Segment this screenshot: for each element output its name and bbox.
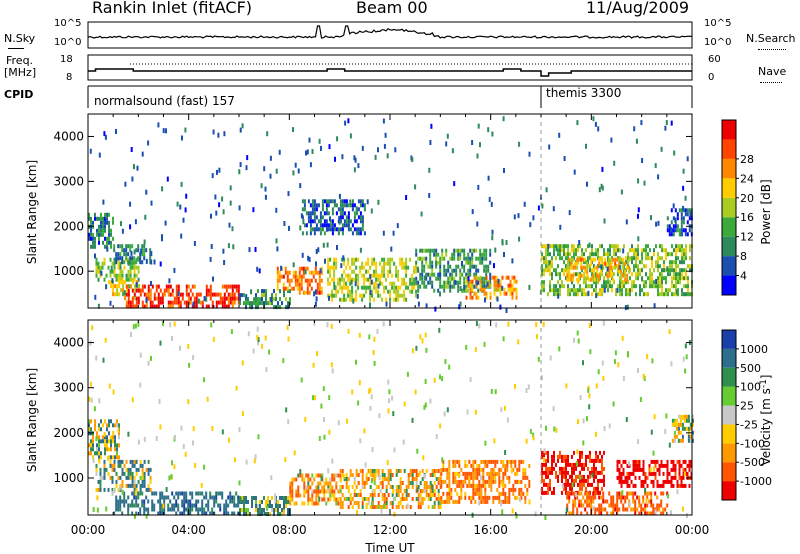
power-colorbar-tick-4: 20 [740,192,754,205]
velocity-colorbar-swatch-7 [722,348,736,368]
velocity-colorbar-tick-6: -500 [740,456,765,469]
power-ytick-label-1: 2000 [53,219,84,233]
velocity-region-2 [113,491,240,516]
velocity-ytick-label-0: 1000 [53,471,84,485]
power-region-0 [88,212,114,249]
velocity-colorbar-tick-5: -100 [740,437,765,450]
noise-left-tick-bottom: 10^0 [54,37,82,48]
power-region-12 [566,257,631,282]
velocity-ytick-label-2: 3000 [53,381,84,395]
cpid-entry-2: themis 3300 [546,86,622,100]
noise-left-tick-top: 10^5 [54,18,82,29]
power-colorbar: 4 8 12 16 20 24 28 [721,119,754,296]
noise-right-tick-top: 10^5 [704,18,732,29]
power-colorbar-tick-0: 4 [740,270,747,283]
power-ytick-label-0: 1000 [53,264,84,278]
power-panel-bg [88,114,692,308]
velocity-colorbar-swatch-0 [722,481,736,500]
xtick-label-0: 00:00 [71,523,106,537]
velocity-region-8 [566,491,669,516]
power-ytick-label-2: 3000 [53,174,84,188]
velocity-colorbar-tick-2: 100 [740,381,761,394]
power-region-9 [415,248,492,293]
power-colorbar-tick-5: 24 [740,172,754,185]
power-colorbar-tick-6: 28 [740,153,754,166]
velocity-ylabel: Slant Range [km] [25,368,39,472]
velocity-ytick-label-1: 2000 [53,426,84,440]
xtick-label-6: 00:00 [675,523,710,537]
time-xlabel: Time UT [364,541,415,554]
station-title: Rankin Inlet (fitACF) [92,0,253,17]
noise-right-dotted [758,49,786,50]
power-region-2 [113,244,152,265]
power-colorbar-tick-3: 16 [740,211,754,224]
velocity-colorbar-tick-1: 500 [740,362,761,375]
freq-left-tick-top: 18 [60,54,73,65]
nave-right-tick-top: 60 [708,54,721,65]
noise-sky-line [87,25,693,39]
velocity-ytick-label-3: 4000 [53,336,84,350]
date-label: 11/Aug/2009 [586,0,690,17]
power-sparse-points [89,116,692,313]
velocity-colorbar: 1000 500 100 25 -25 -100 -500 -1000 [721,329,772,501]
power-region-8 [301,199,366,236]
power-colorbar-swatch-4 [722,197,736,218]
velocity-region-1 [95,459,152,492]
power-ytick-label-3: 4000 [53,129,84,143]
power-region-4 [125,284,240,309]
power-colorbar-swatch-2 [722,236,736,257]
velocity-colorbar-swatch-3 [722,424,736,444]
power-colorbar-tick-1: 8 [740,250,747,263]
cpid-entry-1: normalsound (fast) 157 [94,94,235,108]
power-region-6 [276,266,323,295]
velocity-region-5 [339,469,442,509]
power-colorbar-swatch-8 [722,120,736,140]
power-colorbar-swatch-3 [722,217,736,237]
xtick-label-2: 08:00 [272,523,307,537]
velocity-colorbar-label: Velocity [m s-1] [759,375,773,466]
beam-label: Beam 00 [356,0,428,17]
noise-left-underline [8,48,24,49]
velocity-colorbar-swatch-1 [722,462,736,482]
velocity-colorbar-tick-7: -1000 [740,475,772,488]
power-region-11 [541,244,693,297]
xtick-label-4: 16:00 [473,523,508,537]
nave-label: Nave [758,65,787,78]
freq-left-tick-bottom: 8 [66,72,73,83]
power-colorbar-swatch-6 [722,158,736,179]
power-colorbar-swatch-5 [722,178,736,198]
velocity-colorbar-swatch-5 [722,386,736,406]
velocity-colorbar-tick-3: 25 [740,400,754,413]
power-colorbar-label: Power [dB] [759,179,773,244]
velocity-region-4 [289,473,342,506]
power-colorbar-swatch-7 [722,139,736,159]
velocity-colorbar-swatch-8 [722,330,736,349]
nave-right-tick-bottom: 0 [708,72,715,83]
power-colorbar-swatch-1 [722,256,736,276]
noise-panel-frame [87,21,693,49]
xtick-label-1: 04:00 [171,523,206,537]
power-colorbar-tick-2: 12 [740,231,754,244]
velocity-colorbar-swatch-6 [722,367,736,387]
velocity-sparse-points [88,320,691,520]
freq-line [88,68,692,77]
nave-dotted [760,82,782,83]
xtick-label-3: 12:00 [373,523,408,537]
power-region-7 [327,257,418,302]
freq-label-line1: Freq. [6,54,34,67]
cpid-label: CPID [4,88,34,101]
noise-right-tick-bottom: 10^0 [704,37,732,48]
noise-left-label: N.Sky [4,32,36,45]
xtick-label-5: 20:00 [574,523,609,537]
freq-panel-frame [87,54,693,81]
velocity-colorbar-swatch-4 [722,405,736,425]
noise-right-label: N.Search [746,32,796,45]
power-ylabel: Slant Range [km] [25,160,39,264]
freq-label-line2: [MHz] [4,66,37,79]
velocity-colorbar-swatch-2 [722,443,736,463]
power-colorbar-swatch-0 [722,275,736,295]
velocity-colorbar-tick-0: 1000 [740,343,768,356]
velocity-colorbar-tick-4: -25 [740,418,758,431]
